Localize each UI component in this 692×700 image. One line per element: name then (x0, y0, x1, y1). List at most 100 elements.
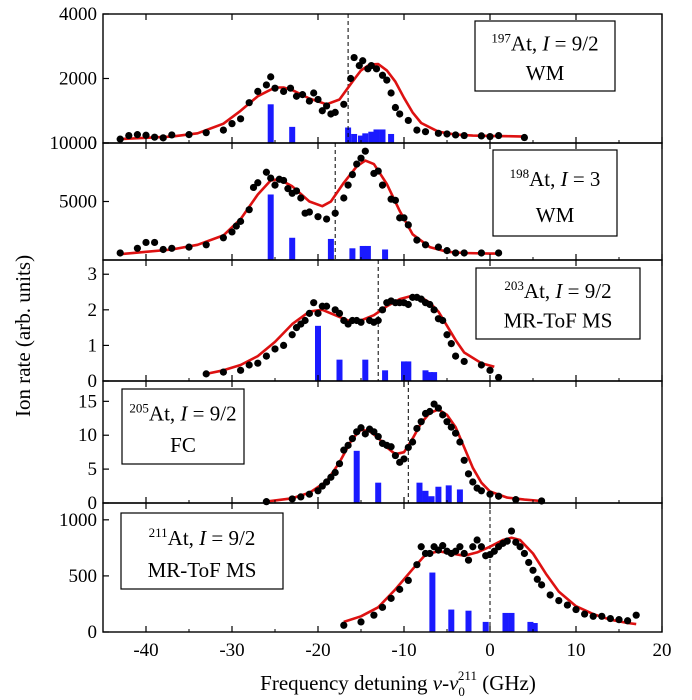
hyperfine-bar (373, 129, 380, 143)
legend-203at: 203At, I = 9/2 MR-ToF MS (475, 267, 641, 340)
hyperfine-bar (349, 248, 356, 260)
data-point (426, 300, 434, 309)
legend-box (492, 149, 618, 237)
data-point (383, 76, 391, 84)
data-point (417, 418, 425, 426)
data-point (262, 168, 270, 176)
data-point (452, 249, 460, 257)
data-point (624, 617, 632, 625)
data-point (116, 249, 124, 257)
hyperfine-bar (465, 610, 472, 632)
hyperfine-bar (359, 245, 366, 260)
x-axis-label-nu: ν (433, 671, 443, 695)
data-point (314, 95, 322, 104)
data-point (477, 543, 485, 551)
data-point (116, 135, 124, 143)
data-point (262, 352, 270, 360)
data-point (323, 302, 331, 310)
spin-value: = 9/2 (187, 402, 236, 426)
legend-method: MR-ToF MS (148, 558, 257, 582)
hyperfine-bar (336, 359, 343, 381)
legend-isotope-line: 211At, I = 9/2 (149, 525, 256, 550)
data-point (477, 361, 485, 369)
spin-symbol: I (198, 526, 207, 550)
spin-value: = 9/2 (549, 31, 598, 55)
data-point (464, 470, 473, 478)
data-point (495, 373, 503, 382)
hyperfine-bar (456, 489, 463, 503)
spin-value: = 9/2 (206, 526, 255, 550)
data-point (400, 455, 408, 463)
data-point (372, 65, 381, 73)
y-tick-label: 2000 (59, 69, 97, 90)
hyperfine-bar (405, 361, 412, 381)
data-point (632, 611, 640, 619)
data-point (305, 208, 313, 216)
data-point (245, 206, 253, 214)
data-point (516, 543, 524, 551)
element-symbol: At, (511, 31, 543, 55)
legend-isotope-line: 203At, I = 9/2 (504, 278, 611, 303)
data-point (151, 133, 159, 141)
data-point (525, 558, 533, 567)
data-point (245, 99, 253, 107)
fit-curve (120, 159, 499, 256)
legend-205at: 205At, I = 9/2 FC (121, 388, 245, 465)
data-point (413, 126, 421, 134)
hyperfine-bar (422, 490, 429, 503)
spin-symbol: I (179, 402, 188, 426)
hyperfine-bar (416, 482, 423, 503)
x-tick-label: -10 (391, 640, 416, 661)
data-point (331, 209, 339, 217)
data-point (327, 473, 335, 481)
data-point (378, 603, 387, 611)
hyperfine-bar (289, 237, 296, 260)
data-point (340, 100, 348, 108)
data-point (538, 581, 546, 589)
data-point (533, 575, 541, 583)
data-point (460, 549, 468, 558)
hyperfine-bar (362, 133, 369, 143)
data-point (284, 185, 292, 193)
data-point (142, 238, 150, 247)
data-point (310, 89, 318, 97)
data-point (464, 556, 473, 564)
data-point (133, 131, 141, 139)
data-point (495, 249, 503, 257)
y-tick-label: 3 (88, 264, 98, 285)
data-point (503, 537, 511, 545)
data-point (357, 318, 365, 326)
data-point (404, 443, 412, 452)
fit-curve (205, 294, 495, 376)
data-point (490, 547, 498, 555)
hyperfine-bar (401, 361, 407, 381)
data-point (477, 249, 485, 257)
data-point (237, 366, 245, 374)
x-axis-label-sub: 0 (458, 684, 465, 699)
hyperfine-bar (289, 126, 296, 143)
data-point (237, 115, 245, 123)
data-point (460, 131, 468, 140)
data-point (391, 103, 399, 112)
data-point (335, 309, 344, 317)
data-point (219, 126, 227, 134)
element-symbol: At, (529, 167, 561, 191)
data-point (456, 438, 464, 446)
isotope-mass: 197 (491, 30, 511, 45)
hyperfine-bar (527, 621, 534, 632)
data-point (310, 299, 318, 307)
y-tick-label: 4000 (59, 4, 97, 25)
hyperfine-bar (426, 372, 433, 381)
data-point (159, 245, 167, 254)
legend-isotope-line: 198At, I = 3 (510, 166, 601, 191)
hyperfine-bar (508, 612, 515, 632)
hyperfine-bar (267, 194, 274, 260)
element-symbol: At, (168, 526, 200, 550)
data-point (185, 131, 193, 139)
y-tick-label: 1 (88, 335, 98, 356)
data-point (288, 331, 296, 339)
legend-box (120, 512, 284, 590)
isotope-mass: 198 (510, 166, 530, 181)
data-point (348, 170, 356, 179)
data-point (417, 543, 425, 551)
